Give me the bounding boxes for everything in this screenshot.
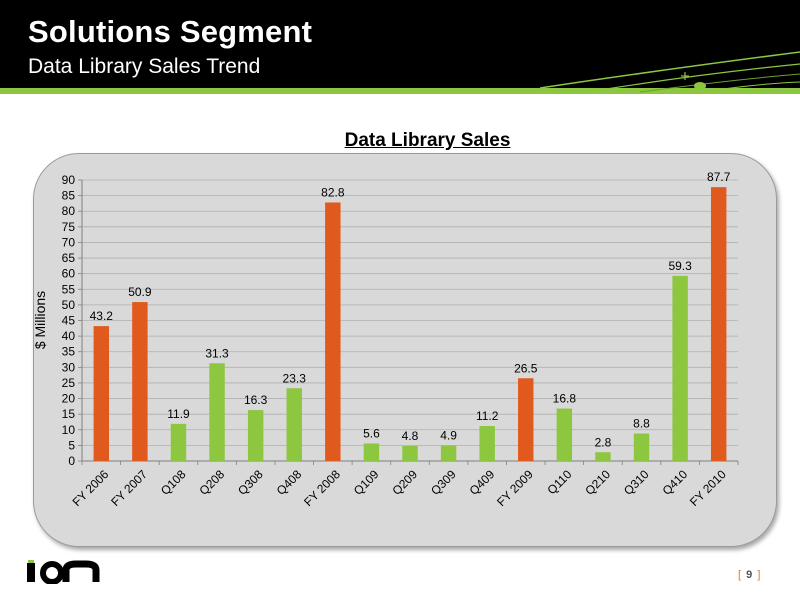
- y-tick-label: 70: [62, 235, 76, 249]
- x-tick-label: Q108: [158, 467, 189, 498]
- x-tick-label: Q309: [428, 467, 459, 498]
- y-tick-label: 55: [62, 282, 76, 296]
- chart-panel: [33, 153, 777, 547]
- bar-fy-2006: [93, 326, 110, 461]
- bar-value-label: 4.9: [440, 429, 457, 443]
- chart-gridlines: [81, 179, 738, 462]
- bar-q408: [286, 388, 302, 461]
- x-tick-label: Q210: [582, 467, 613, 498]
- bar-value-label: 50.9: [128, 285, 152, 299]
- bar-value-label: 11.2: [476, 409, 499, 423]
- y-tick-label: 15: [62, 407, 76, 421]
- bar-value-label: 16.8: [553, 392, 577, 406]
- y-tick-label: 85: [62, 189, 76, 203]
- bar-value-label: 43.2: [90, 309, 114, 323]
- y-tick-label: 5: [68, 438, 75, 452]
- bar-q309: [440, 445, 457, 461]
- bar-fy-2008: [325, 202, 341, 462]
- x-tick-label: Q310: [621, 467, 652, 498]
- x-tick-label: Q410: [660, 467, 691, 498]
- bar-value-label: 2.8: [595, 435, 612, 449]
- y-tick-label: 80: [62, 204, 76, 218]
- y-tick-label: 30: [62, 360, 76, 374]
- header-band: [0, 0, 800, 88]
- x-tick-label: Q109: [351, 467, 382, 498]
- bar-q409: [479, 426, 495, 461]
- y-tick-label: 45: [62, 314, 76, 328]
- chart-bars: [93, 187, 727, 462]
- page-number-value: 9: [746, 569, 753, 581]
- bar-q308: [247, 410, 264, 461]
- y-tick-label: 50: [62, 298, 76, 312]
- x-tick-label: FY 2006: [70, 467, 112, 509]
- bar-q109: [363, 443, 380, 461]
- bar-value-label: 4.8: [402, 429, 419, 443]
- page-subtitle: Data Library Sales Trend: [28, 55, 261, 78]
- y-tick-label: 10: [62, 423, 76, 437]
- bar-value-label: 87.7: [707, 170, 731, 184]
- bar-fy-2009: [518, 378, 534, 461]
- y-tick-label: 65: [62, 251, 76, 265]
- y-axis-label: $ Millions: [32, 291, 48, 349]
- bar-q210: [595, 452, 611, 461]
- bar-fy-2010: [710, 187, 727, 462]
- x-tick-label: Q308: [235, 467, 266, 498]
- bar-q208: [209, 363, 225, 461]
- x-tick-label: Q408: [274, 467, 305, 498]
- bar-value-label: 23.3: [283, 371, 307, 385]
- bar-q310: [633, 433, 650, 461]
- bar-value-label: 82.8: [321, 185, 345, 199]
- swoosh-decoration-icon: [540, 51, 800, 94]
- bar-value-label: 8.8: [633, 417, 650, 431]
- bar-q110: [556, 408, 573, 461]
- x-tick-label: Q409: [467, 467, 498, 498]
- x-tick-label: FY 2010: [687, 467, 729, 509]
- y-tick-label: 75: [62, 220, 76, 234]
- x-tick-label: Q110: [544, 467, 574, 497]
- x-tick-label: FY 2008: [301, 467, 343, 509]
- page-title: Solutions Segment: [28, 14, 313, 49]
- bar-value-label: 5.6: [363, 427, 380, 441]
- x-tick-label: Q209: [389, 467, 420, 498]
- chart-title: Data Library Sales: [344, 130, 511, 151]
- page-number: [ 9 ]: [738, 569, 760, 581]
- bar-value-label: 26.5: [514, 361, 538, 375]
- y-tick-label: 20: [62, 392, 76, 406]
- bar-q209: [402, 446, 418, 461]
- y-tick-label: 25: [62, 376, 76, 390]
- bar-q108: [170, 423, 187, 461]
- bar-fy-2007: [132, 302, 148, 461]
- y-tick-label: 40: [62, 329, 76, 343]
- y-tick-label: 90: [62, 173, 76, 187]
- bar-value-label: 59.3: [668, 259, 692, 273]
- y-tick-label: 0: [68, 454, 75, 468]
- x-tick-label: Q208: [197, 467, 228, 498]
- bar-q410: [672, 275, 688, 461]
- page-number-open: [: [738, 569, 742, 581]
- bar-value-labels: 43.2 50.9 11.9 31.3 16.3 23.3 82.8 5.6 4.8 4.9 11.…: [90, 170, 731, 449]
- x-tick-label: FY 2009: [494, 467, 536, 509]
- bar-value-label: 31.3: [205, 346, 229, 360]
- header-accent-bar: [0, 88, 800, 94]
- x-tick-label: FY 2007: [108, 467, 150, 509]
- y-tick-label: 60: [62, 267, 76, 281]
- bar-value-label: 11.9: [167, 407, 190, 421]
- ion-logo-icon: [27, 560, 100, 584]
- y-tick-label: 35: [62, 345, 76, 359]
- bar-value-label: 16.3: [244, 393, 268, 407]
- page-number-close: ]: [757, 569, 761, 581]
